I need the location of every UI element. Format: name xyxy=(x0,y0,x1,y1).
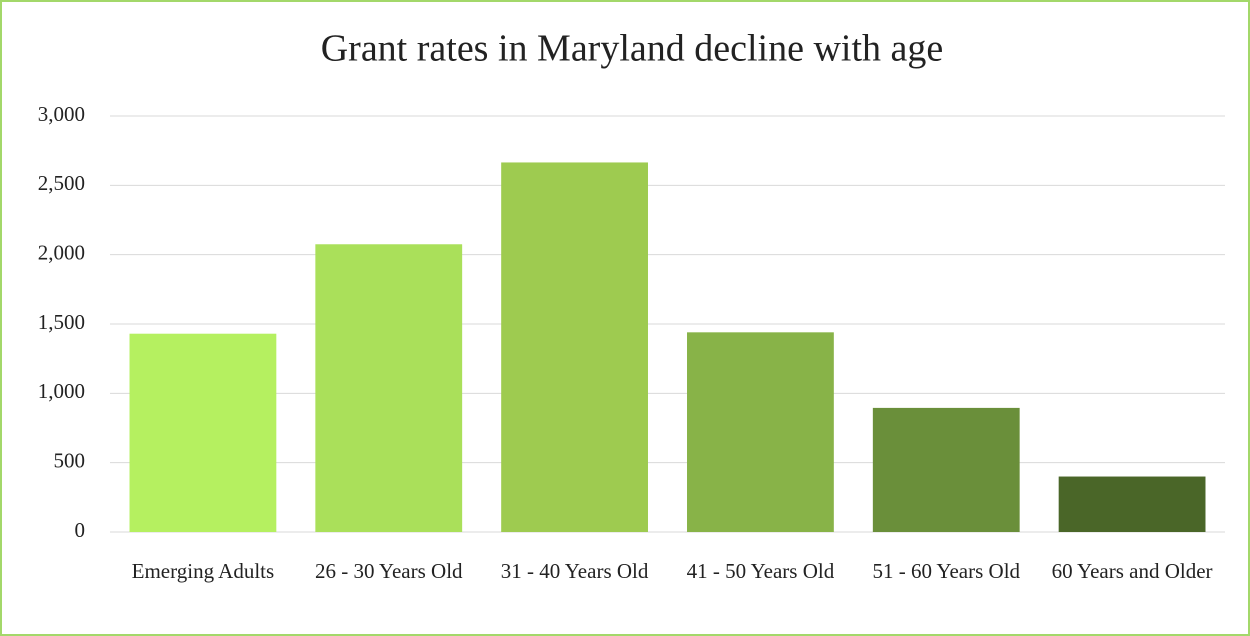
x-tick-label: Emerging Adults xyxy=(131,559,275,583)
y-tick-label: 500 xyxy=(54,448,86,472)
bar xyxy=(872,407,1020,532)
y-tick-label: 0 xyxy=(75,518,86,542)
bar xyxy=(687,332,834,532)
bar xyxy=(315,244,463,532)
y-tick-label: 1,000 xyxy=(38,379,85,403)
x-tick-label: 26 - 30 Years Old xyxy=(314,559,463,583)
chart-title: Grant rates in Maryland decline with age xyxy=(321,28,944,70)
y-tick-label: 3,000 xyxy=(38,102,85,126)
bar xyxy=(1058,476,1206,532)
x-tick-label: 60 Years and Older xyxy=(1051,559,1213,583)
x-tick-label: 31 - 40 Years Old xyxy=(500,559,649,583)
x-tick-label: 41 - 50 Years Old xyxy=(686,559,835,583)
y-tick-label: 1,500 xyxy=(38,310,85,334)
y-tick-label: 2,500 xyxy=(38,171,85,195)
bar xyxy=(501,162,648,532)
y-tick-label: 2,000 xyxy=(38,240,85,264)
x-tick-label: 51 - 60 Years Old xyxy=(872,559,1021,583)
bar xyxy=(129,333,277,532)
